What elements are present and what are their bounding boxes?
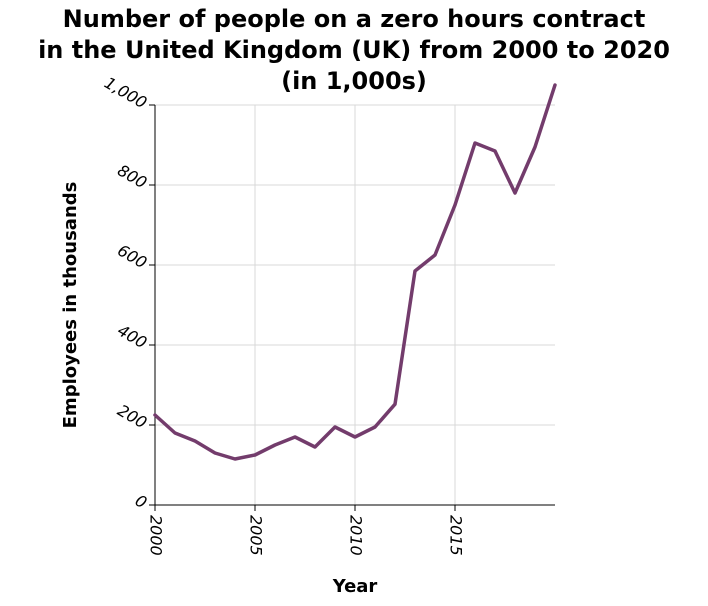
- data-point: [294, 436, 297, 439]
- x-tick-label: 2015: [447, 515, 466, 556]
- data-point: [534, 146, 537, 149]
- data-point: [474, 142, 477, 145]
- x-axis-title: Year: [332, 576, 378, 597]
- x-tick-label: 2000: [147, 515, 166, 556]
- data-point: [174, 432, 177, 435]
- data-point: [194, 440, 197, 443]
- data-point: [274, 444, 277, 447]
- x-tick-label: 2010: [347, 515, 366, 556]
- data-point: [434, 254, 437, 257]
- data-point: [554, 84, 557, 87]
- gridlines: [155, 105, 555, 505]
- data-point: [214, 452, 217, 455]
- data-point: [234, 458, 237, 461]
- y-tick-label: 200: [114, 401, 150, 433]
- data-point: [154, 414, 157, 417]
- y-tick-label: 1,000: [101, 73, 150, 112]
- x-ticks: 2000 2005 2010 2015: [147, 505, 466, 556]
- y-ticks: 0 200 400 600 800 1,000: [101, 73, 155, 512]
- data-point: [334, 426, 337, 429]
- data-point: [254, 454, 257, 457]
- data-point: [454, 204, 457, 207]
- data-point: [314, 446, 317, 449]
- x-tick-label: 2005: [247, 515, 266, 556]
- data-point: [494, 150, 497, 153]
- data-point: [414, 270, 417, 273]
- y-tick-label: 600: [114, 241, 150, 273]
- data-point: [354, 436, 357, 439]
- y-tick-label: 0: [132, 491, 150, 513]
- data-point: [374, 426, 377, 429]
- y-tick-label: 800: [114, 161, 150, 193]
- y-tick-label: 400: [114, 321, 150, 353]
- data-point: [394, 403, 397, 406]
- data-point: [514, 192, 517, 195]
- y-axis-title: Employees in thousands: [60, 182, 81, 429]
